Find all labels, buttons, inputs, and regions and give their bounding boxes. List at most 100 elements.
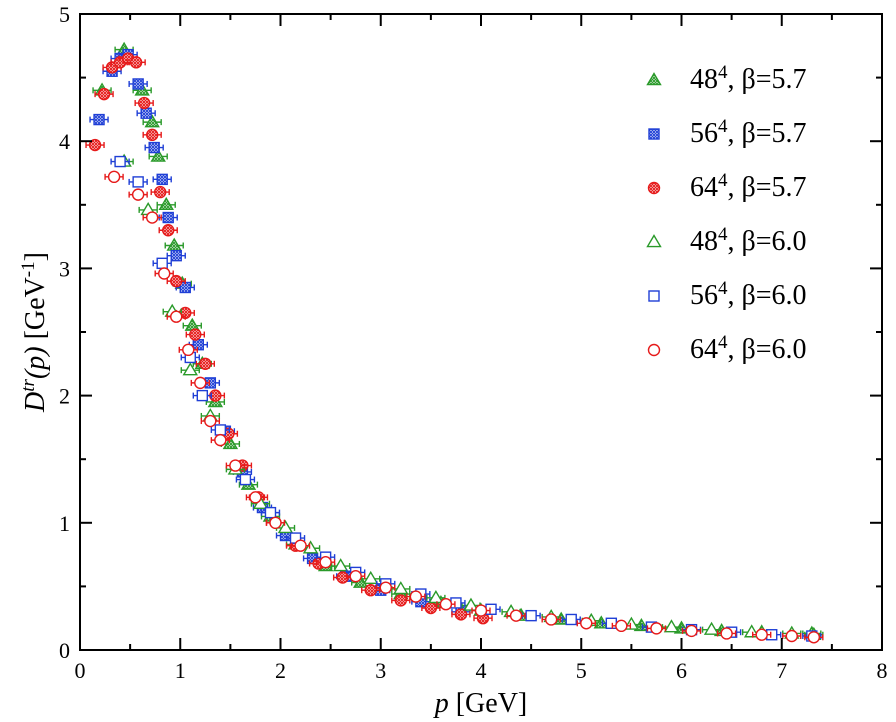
data-point (107, 170, 121, 184)
data-point (409, 590, 423, 603)
data-point (349, 570, 362, 583)
data-point (170, 249, 182, 262)
x-tick-label: 1 (175, 658, 186, 683)
data-point (196, 389, 209, 402)
data-point (145, 128, 159, 142)
data-point (88, 138, 102, 152)
data-point (565, 613, 577, 626)
data-point (332, 558, 349, 572)
data-point (131, 188, 145, 201)
data-point (785, 629, 798, 643)
data-point (182, 362, 198, 376)
y-tick-label: 4 (59, 129, 70, 154)
data-point (474, 604, 488, 617)
legend: 484, β=5.7 564, β=5.7 644, β=5.7 484, β=6.0… (646, 62, 807, 366)
data-point (189, 328, 202, 341)
data-point (650, 622, 663, 635)
data-point (148, 141, 160, 154)
data-point (158, 196, 174, 211)
legend-marker (648, 128, 660, 140)
data-point (720, 627, 733, 640)
data-point (393, 581, 409, 595)
data-point (150, 148, 166, 162)
data-point (93, 113, 105, 126)
data-point (156, 257, 168, 270)
data-point (454, 608, 468, 621)
data-point (269, 516, 282, 529)
data-point (170, 310, 183, 323)
data-point (450, 597, 462, 609)
legend-label: 484, β=5.7 (690, 62, 807, 96)
data-point (319, 556, 332, 569)
data-point (703, 621, 720, 635)
data-point (439, 598, 453, 611)
data-point (463, 597, 479, 611)
data-point (485, 603, 497, 615)
data-point (162, 224, 175, 237)
data-point (222, 436, 239, 450)
series-2 (85, 52, 493, 625)
data-point (184, 317, 201, 331)
data-point (199, 357, 212, 370)
data-point (114, 155, 126, 168)
legend-entry-3: 484, β=6.0 (646, 224, 807, 257)
data-point (544, 613, 558, 626)
data-point (137, 96, 151, 110)
data-point (277, 520, 294, 534)
data-point (194, 376, 207, 390)
legend-marker (647, 181, 661, 195)
data-points (85, 41, 824, 644)
data-point (428, 589, 444, 604)
y-tick-label: 0 (59, 638, 70, 663)
y-tick-label: 1 (59, 511, 70, 536)
data-point (182, 343, 195, 357)
legend-marker (646, 234, 662, 248)
data-point (363, 570, 379, 585)
data-point (158, 267, 171, 280)
data-point (379, 581, 392, 594)
data-point (364, 584, 377, 597)
legend-entry-5: 644, β=6.0 (647, 332, 807, 366)
data-point (663, 619, 680, 633)
data-point (394, 594, 407, 607)
y-axis-label: Dtr(p) [GeV-1] (18, 252, 52, 413)
data-point (509, 609, 523, 622)
data-point (129, 56, 143, 69)
data-point (302, 540, 319, 554)
data-point (153, 185, 167, 199)
x-tick-label: 8 (877, 658, 888, 683)
data-point (140, 107, 152, 119)
data-point (170, 274, 183, 288)
data-point (214, 433, 227, 447)
data-point (156, 173, 168, 186)
legend-marker (648, 290, 660, 302)
data-point (166, 237, 182, 251)
data-point (264, 506, 277, 519)
data-point (192, 339, 204, 351)
data-point (424, 601, 438, 615)
axis-ticks: 0 1 2 3 4 5 6 7 8 0 1 2 3 4 5 (59, 2, 888, 683)
data-point (615, 619, 628, 633)
x-tick-label: 5 (576, 658, 587, 683)
x-axis-label: p [GeV] (433, 688, 528, 719)
legend-label: 644, β=6.0 (690, 332, 807, 366)
data-point (97, 87, 111, 101)
data-point (807, 631, 821, 644)
data-point (249, 491, 262, 504)
legend-marker (646, 72, 662, 86)
x-tick-label: 7 (776, 658, 787, 683)
data-point (336, 571, 349, 584)
legend-label: 564, β=6.0 (690, 278, 807, 312)
series-5 (104, 170, 824, 644)
y-tick-label: 2 (59, 384, 70, 409)
data-point (239, 473, 252, 486)
data-point (162, 211, 174, 224)
data-point (145, 211, 159, 224)
data-point (132, 78, 144, 90)
x-tick-label: 6 (676, 658, 687, 683)
data-point (605, 617, 618, 629)
x-tick-label: 3 (375, 658, 386, 683)
y-tick-label: 5 (59, 2, 70, 27)
x-tick-label: 0 (75, 658, 86, 683)
legend-entry-4: 564, β=6.0 (648, 278, 807, 312)
